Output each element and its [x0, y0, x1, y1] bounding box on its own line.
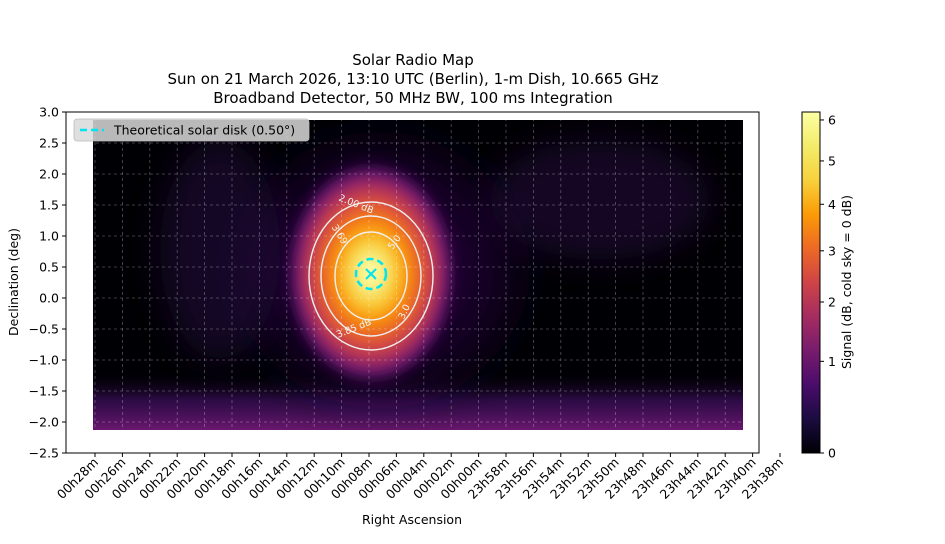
heatmap-image: [93, 120, 743, 430]
colorbar-ticks: 0 1 2 3 4 5 6: [820, 112, 836, 461]
colorbar-tick-label: 6: [828, 112, 836, 127]
colorbar-gradient: [801, 111, 821, 454]
y-tick-label: 0.0: [39, 291, 59, 306]
y-axis-label: Declination (deg): [6, 228, 21, 336]
chart-subtitle-line-1: Sun on 21 March 2026, 13:10 UTC (Berlin)…: [167, 70, 658, 88]
y-tick-label: −1.5: [29, 384, 59, 399]
theoretical-solar-disk: [354, 257, 388, 291]
axes-frame: [65, 111, 760, 454]
y-tick-label: −2.5: [29, 446, 59, 461]
y-tick-label: −1.0: [29, 353, 59, 368]
y-tick-label: 1.0: [39, 229, 59, 244]
colorbar-tick-label: 1: [828, 354, 836, 369]
y-axis-ticks: 3.0 2.5 2.0 1.5 1.0 0.5 0.0 −0.5 −1.0 −1.5 −2.0 −2.…: [29, 105, 66, 461]
y-tick-label: −0.5: [29, 322, 59, 337]
chart-title: Solar Radio Map: [352, 51, 474, 69]
y-tick-label: −2.0: [29, 415, 59, 430]
colorbar-tick-label: 4: [828, 197, 836, 212]
colorbar: 0 1 2 3 4 5 6 Signal (dB, cold sky = 0 dB): [801, 111, 854, 461]
colorbar-label: Signal (dB, cold sky = 0 dB): [839, 195, 854, 369]
colorbar-tick-label: 3: [828, 243, 836, 258]
colorbar-tick-label: 2: [828, 295, 836, 310]
colorbar-tick-label: 0: [828, 446, 836, 461]
y-tick-label: 3.0: [39, 105, 59, 120]
contour-lines: [308, 201, 434, 351]
peak-marker: [365, 268, 377, 280]
legend: Theoretical solar disk (0.50°): [73, 118, 310, 142]
y-tick-label: 2.0: [39, 167, 59, 182]
x-axis-ticks: 00h28m00h26m00h24m00h22m00h20m00h18m00h1…: [54, 453, 786, 502]
legend-entry: Theoretical solar disk (0.50°): [113, 123, 295, 138]
y-tick-label: 0.5: [39, 260, 59, 275]
y-tick-label: 1.5: [39, 198, 59, 213]
x-axis-label: Right Ascension: [362, 512, 462, 527]
colorbar-tick-label: 5: [828, 153, 836, 168]
y-tick-label: 2.5: [39, 136, 59, 151]
chart-subtitle-line-2: Broadband Detector, 50 MHz BW, 100 ms In…: [213, 89, 613, 107]
